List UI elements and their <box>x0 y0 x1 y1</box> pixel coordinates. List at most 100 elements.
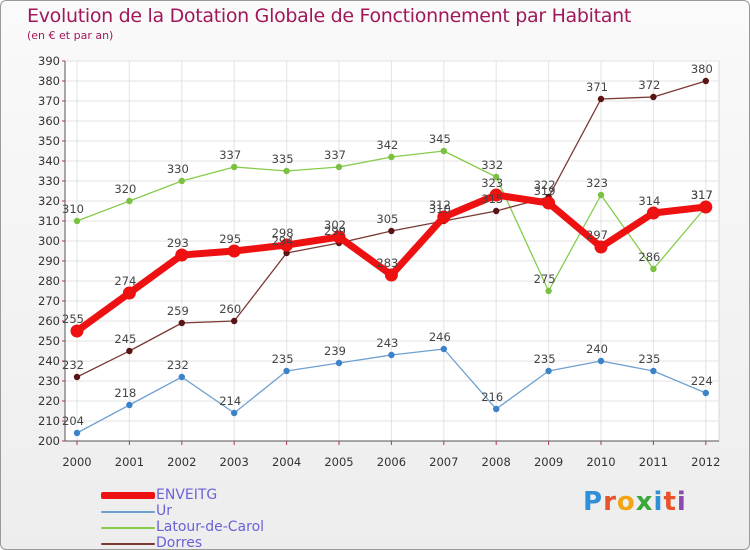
x-tick-label: 2011 <box>639 455 668 469</box>
y-tick-label: 290 <box>38 254 60 268</box>
data-point-latour-de-carol <box>545 287 552 295</box>
legend-label: Latour-de-Carol <box>156 519 265 535</box>
data-point-enveitg <box>280 238 294 252</box>
y-tick-label: 340 <box>38 154 60 168</box>
logo-letter: o <box>616 487 636 517</box>
legend-swatch <box>101 511 155 513</box>
logo-letter: P <box>583 487 604 517</box>
data-label-latour-de-carol: 342 <box>376 138 398 152</box>
data-label-ur: 232 <box>167 358 189 372</box>
data-point-ur <box>493 405 500 413</box>
data-label-dorres: 322 <box>534 178 556 192</box>
data-point-ur <box>545 367 552 375</box>
data-point-dorres <box>597 95 605 103</box>
data-point-ur <box>388 351 395 359</box>
data-label-dorres: 299 <box>324 224 346 238</box>
x-tick-label: 2000 <box>62 455 91 469</box>
data-point-ur <box>440 345 447 353</box>
data-label-ur: 224 <box>691 374 713 388</box>
data-label-latour-de-carol: 337 <box>324 148 346 162</box>
data-point-dorres <box>126 347 133 355</box>
data-label-latour-de-carol: 335 <box>272 152 294 166</box>
legend-swatch <box>101 527 155 529</box>
data-point-enveitg <box>542 196 556 210</box>
data-label-dorres: 371 <box>586 80 608 94</box>
logo-letter: r <box>603 487 617 517</box>
data-label-ur: 246 <box>429 330 451 344</box>
data-point-dorres <box>493 207 500 215</box>
data-label-ur: 243 <box>376 336 398 350</box>
data-point-dorres <box>231 317 238 325</box>
data-point-ur <box>126 401 133 409</box>
y-tick-label: 350 <box>38 134 60 148</box>
y-tick-label: 230 <box>38 374 60 388</box>
x-tick-label: 2004 <box>272 455 301 469</box>
data-label-enveitg: 323 <box>481 176 503 190</box>
data-label-ur: 235 <box>272 352 294 366</box>
y-tick-label: 210 <box>38 414 60 428</box>
x-tick-label: 2010 <box>586 455 615 469</box>
data-label-ur: 240 <box>586 342 608 356</box>
logo-letter: i <box>653 487 664 517</box>
data-point-enveitg <box>646 206 660 220</box>
data-label-ur: 239 <box>324 344 346 358</box>
data-point-ur <box>231 409 238 417</box>
data-point-enveitg <box>227 244 241 258</box>
data-label-dorres: 315 <box>481 192 503 206</box>
data-label-dorres: 380 <box>691 62 713 76</box>
data-label-latour-de-carol: 320 <box>114 182 136 196</box>
data-label-latour-de-carol: 286 <box>638 250 660 264</box>
data-point-enveitg <box>175 248 189 262</box>
data-point-ur <box>335 359 343 367</box>
data-point-ur <box>283 367 290 375</box>
data-point-enveitg <box>70 324 84 338</box>
data-label-ur: 214 <box>219 394 241 408</box>
data-labels: 310 320 330 337 335 337 342 345 332 275 323 286 317 2… <box>62 62 713 428</box>
data-point-latour-de-carol <box>335 163 343 171</box>
y-tick-label: 240 <box>38 354 60 368</box>
x-tick-label: 2003 <box>220 455 249 469</box>
y-tick-label: 360 <box>38 114 60 128</box>
y-tick-label: 390 <box>38 54 60 68</box>
legend-label: ENVEITG <box>156 487 218 503</box>
data-point-enveitg <box>122 286 136 300</box>
data-point-ur <box>702 389 709 397</box>
data-point-latour-de-carol <box>283 167 290 175</box>
data-point-dorres <box>283 249 290 257</box>
data-label-dorres: 310 <box>429 202 451 216</box>
data-label-dorres: 232 <box>62 358 84 372</box>
data-point-enveitg <box>489 188 503 202</box>
data-point-latour-de-carol <box>388 153 395 161</box>
data-point-enveitg <box>594 240 608 254</box>
data-label-dorres: 259 <box>167 304 189 318</box>
data-label-dorres: 305 <box>376 212 398 226</box>
data-point-enveitg <box>332 230 346 244</box>
x-tick-label: 2005 <box>324 455 353 469</box>
data-label-dorres: 372 <box>638 78 660 92</box>
data-point-ur <box>178 373 185 381</box>
y-tick-label: 250 <box>38 334 60 348</box>
data-point-enveitg <box>384 268 398 282</box>
chart-title: Evolution de la Dotation Globale de Fonc… <box>27 5 632 27</box>
data-point-dorres <box>73 373 81 381</box>
y-tick-label: 320 <box>38 194 60 208</box>
data-label-latour-de-carol: 345 <box>429 132 451 146</box>
y-tick-label: 310 <box>38 214 60 228</box>
data-point-dorres <box>650 93 657 101</box>
data-label-enveitg: 274 <box>114 274 136 288</box>
data-point-latour-de-carol <box>493 173 500 181</box>
data-label-latour-de-carol: 310 <box>62 202 84 216</box>
data-label-dorres: 260 <box>219 302 241 316</box>
data-label-enveitg: 295 <box>219 232 241 246</box>
x-tick-label: 2002 <box>167 455 196 469</box>
data-point-latour-de-carol <box>126 197 133 205</box>
proxiti-logo: Proxiti <box>583 487 687 517</box>
data-label-latour-de-carol: 330 <box>167 162 189 176</box>
data-point-dorres <box>178 319 185 327</box>
x-tick-label: 2006 <box>377 455 406 469</box>
data-label-ur: 218 <box>114 386 136 400</box>
data-label-latour-de-carol: 337 <box>219 148 241 162</box>
logo-letter: x <box>635 487 654 517</box>
data-label-ur: 216 <box>481 390 503 404</box>
data-label-enveitg: 255 <box>62 312 84 326</box>
